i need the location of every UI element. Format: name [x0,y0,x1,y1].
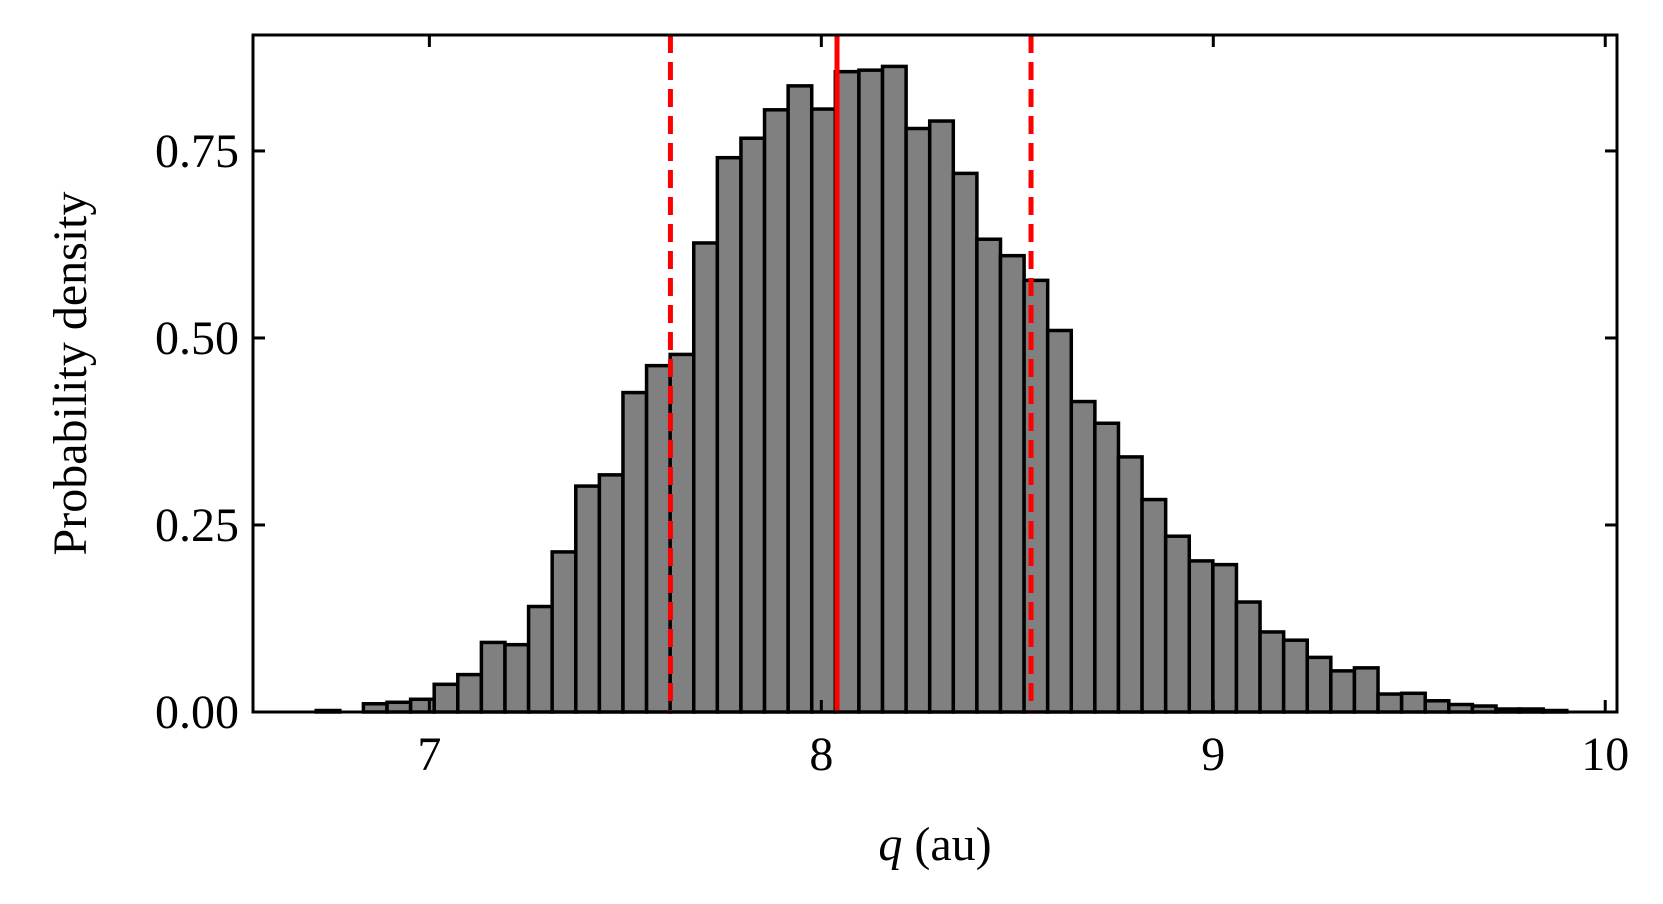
histogram-bar [503,642,531,714]
histogram-bar [1211,562,1239,714]
x-tick-labels: 7 8 9 10 [417,728,1629,781]
x-tick-label: 8 [809,728,833,781]
histogram-bar [621,390,649,714]
y-tick-label: 0.25 [155,499,239,552]
histogram-bar [432,682,460,714]
histogram-bar [857,68,885,714]
x-tick-label: 9 [1201,728,1225,781]
histogram-bars [314,64,1569,714]
histogram-bar [668,352,696,714]
histogram-bar [550,550,578,714]
x-axis-label-unit: (au) [902,818,991,871]
histogram-bar [927,119,956,714]
y-axis-label: Probability density [44,192,97,556]
histogram-bar [1163,534,1192,714]
histogram-bar [1116,455,1144,714]
histogram-bar [739,136,767,714]
histogram-bar [597,473,625,714]
histogram-bar [526,604,554,714]
y-tick-label: 0.75 [155,125,239,178]
histogram-bar [762,108,790,714]
histogram-bar [1352,666,1380,714]
y-tick-label: 0.50 [155,312,239,365]
histogram-bar [1376,692,1404,714]
histogram-bar [1187,559,1215,714]
histogram-bar [479,640,507,714]
axis-ticks [253,35,1617,714]
histogram-bar [692,241,720,714]
histogram-bar [1258,630,1286,714]
reference-lines [667,35,1034,712]
histogram-bar [1069,399,1097,714]
histogram-bar [574,484,602,714]
histogram-bar [1423,699,1451,714]
histogram-bar [1234,600,1262,714]
histogram-bar [1045,328,1074,714]
histogram-bar [1022,278,1050,714]
x-tick-label: 7 [417,728,441,781]
plot-frame [251,33,1619,714]
histogram-bar [1140,497,1168,714]
histogram-bar [456,672,484,714]
histogram-bar [786,84,814,714]
histogram-bar [951,171,979,714]
histogram-bar [1399,691,1427,714]
histogram-bar [644,363,672,714]
histogram-bar [904,126,932,714]
histogram-bar [975,237,1003,714]
y-tick-labels: 0.00 0.25 0.50 0.75 [155,125,239,739]
histogram-bar [809,107,838,714]
histogram-bar [715,155,743,714]
x-axis-label-variable: q [878,818,902,871]
histogram-bar [1329,669,1357,714]
histogram-bar [1093,421,1121,714]
histogram-bar [998,253,1026,714]
x-axis-label: q (au) [878,818,991,871]
y-tick-label: 0.00 [155,686,239,739]
histogram-bar [1281,638,1309,714]
histogram-bar [1305,655,1333,714]
x-tick-label: 10 [1581,728,1629,781]
histogram-bar [880,64,908,714]
